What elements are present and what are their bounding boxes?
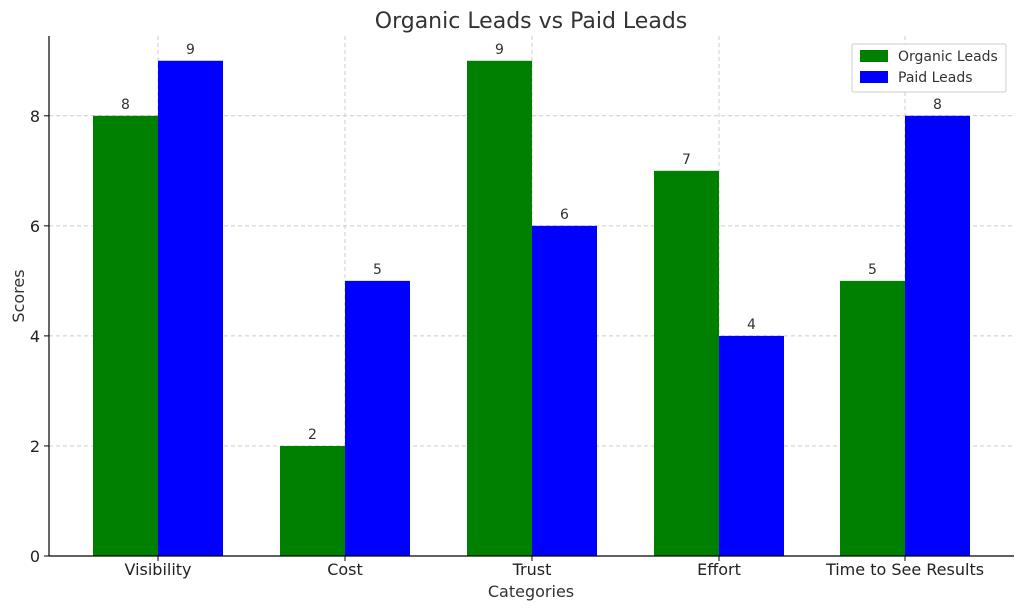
- legend-box: [851, 43, 1007, 93]
- y-tick-label-6: 6: [30, 217, 40, 236]
- bars: [93, 60, 970, 557]
- x-tick-label-1: Cost: [327, 560, 363, 579]
- bar-paid-1: [345, 280, 410, 556]
- legend-swatch-paid: [860, 71, 888, 83]
- data-label-paid-3: 4: [747, 317, 756, 333]
- x-tick-label-4: Time to See Results: [825, 560, 984, 579]
- bar-paid-4: [905, 115, 970, 556]
- legend: Organic Leads Paid Leads: [851, 43, 1007, 93]
- legend-label-paid: Paid Leads: [898, 70, 973, 86]
- y-tick-label-4: 4: [30, 327, 40, 346]
- bar-organic-1: [280, 445, 345, 556]
- data-label-organic-2: 9: [495, 42, 504, 58]
- data-label-organic-4: 5: [868, 262, 877, 278]
- bar-organic-3: [654, 170, 719, 556]
- x-tick-label-0: Visibility: [124, 560, 191, 579]
- bar-organic-0: [93, 115, 158, 556]
- y-tick-label-2: 2: [30, 437, 40, 456]
- x-tick-label-2: Trust: [512, 560, 552, 579]
- data-labels: 8 2 9 7 5 9 5 6 4 8: [121, 42, 942, 443]
- legend-label-organic: Organic Leads: [898, 49, 998, 65]
- chart-title: Organic Leads vs Paid Leads: [375, 9, 688, 34]
- bar-organic-4: [840, 280, 905, 556]
- bar-paid-2: [532, 225, 597, 557]
- bar-organic-2: [467, 60, 532, 557]
- x-axis-label: Categories: [488, 582, 574, 601]
- data-label-organic-0: 8: [121, 97, 130, 113]
- y-ticks: 0 2 4 6 8: [30, 107, 49, 566]
- legend-swatch-organic: [860, 50, 888, 62]
- data-label-paid-1: 5: [373, 262, 382, 278]
- y-tick-label-0: 0: [30, 547, 40, 566]
- bar-paid-3: [719, 335, 784, 556]
- data-label-organic-3: 7: [682, 152, 691, 168]
- data-label-paid-2: 6: [560, 207, 569, 223]
- bar-paid-0: [158, 60, 223, 557]
- y-axis-label: Scores: [9, 269, 28, 322]
- data-label-organic-1: 2: [308, 427, 317, 443]
- x-ticks: Visibility Cost Trust Effort Time to See Res…: [124, 556, 984, 579]
- x-tick-label-3: Effort: [697, 560, 741, 579]
- y-tick-label-8: 8: [30, 107, 40, 126]
- data-label-paid-0: 9: [186, 42, 195, 58]
- data-label-paid-4: 8: [933, 97, 942, 113]
